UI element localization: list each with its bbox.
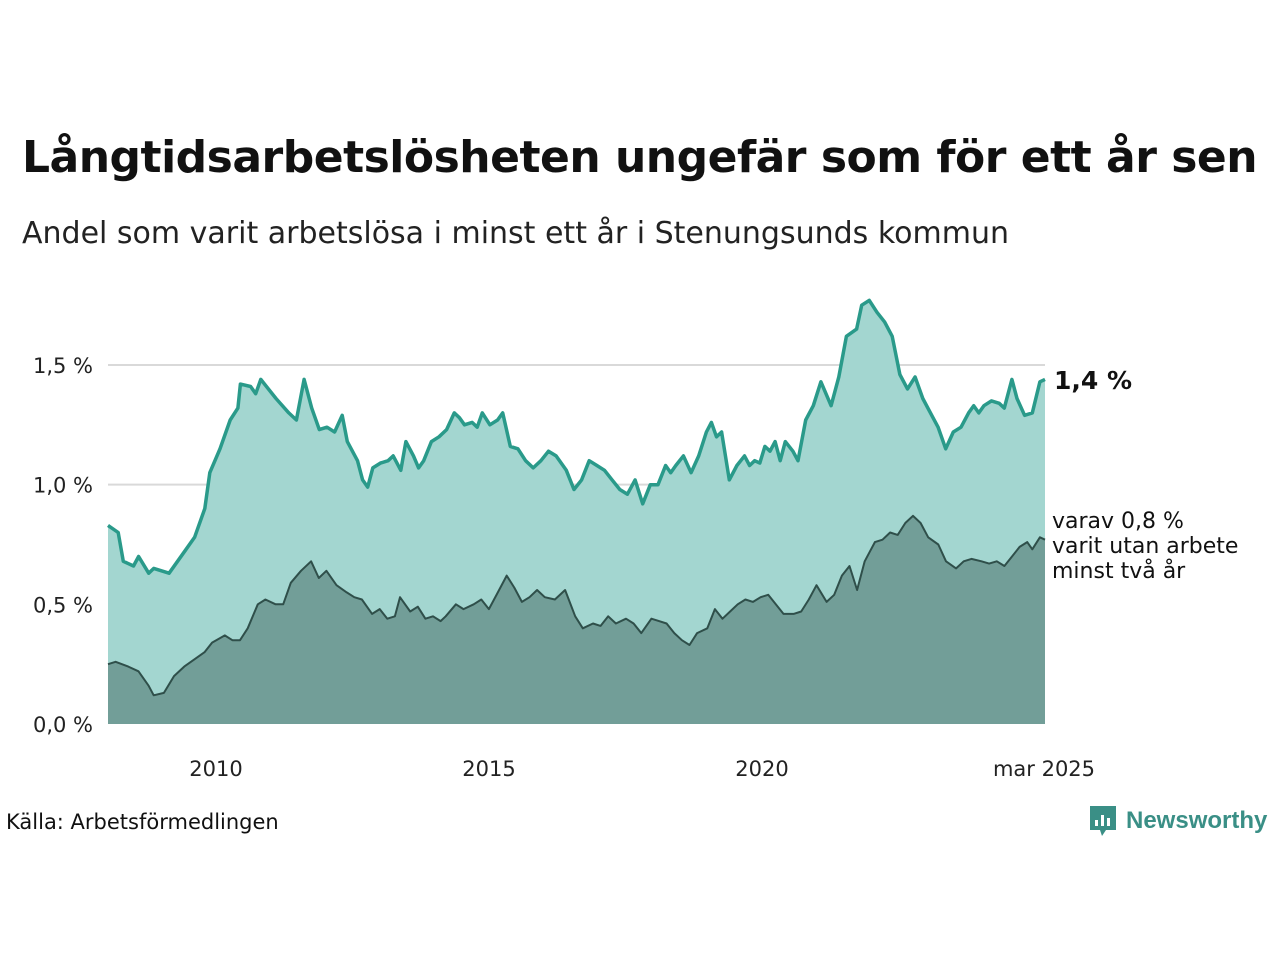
y-tick-label: 0,5 % xyxy=(33,593,93,617)
x-tick-label: 2010 xyxy=(189,757,242,781)
long-label-line: varit utan arbete xyxy=(1052,534,1238,559)
y-tick-label: 0,0 % xyxy=(33,713,93,737)
y-tick-label: 1,0 % xyxy=(33,474,93,498)
x-tick-label: 2020 xyxy=(735,757,788,781)
long-label-line: varav 0,8 % xyxy=(1052,509,1184,534)
chart-title: Långtidsarbetslösheten ungefär som för e… xyxy=(22,132,1258,183)
y-tick-label: 1,5 % xyxy=(33,354,93,378)
brand-name: Newsworthy xyxy=(1126,807,1268,834)
series-areas xyxy=(108,300,1045,724)
x-tick-label: 2015 xyxy=(462,757,515,781)
y-axis-ticks: 0,0 % 0,5 % 1,0 % 1,5 % xyxy=(33,354,93,737)
x-axis-ticks: 2010 2015 2020 mar 2025 xyxy=(189,757,1095,781)
chart-subtitle: Andel som varit arbetslösa i minst ett å… xyxy=(22,216,1009,251)
series-lines xyxy=(107,298,1046,697)
newsworthy-logo-icon xyxy=(1090,806,1116,836)
total-value-label: 1,4 % xyxy=(1054,366,1132,395)
source-note: Källa: Arbetsförmedlingen xyxy=(6,810,279,834)
x-tick-label: mar 2025 xyxy=(993,757,1095,781)
line-total xyxy=(107,298,1046,575)
long-label-line: minst två år xyxy=(1052,558,1186,584)
brand-logo: Newsworthy xyxy=(1088,804,1267,838)
line-long xyxy=(107,514,1046,697)
